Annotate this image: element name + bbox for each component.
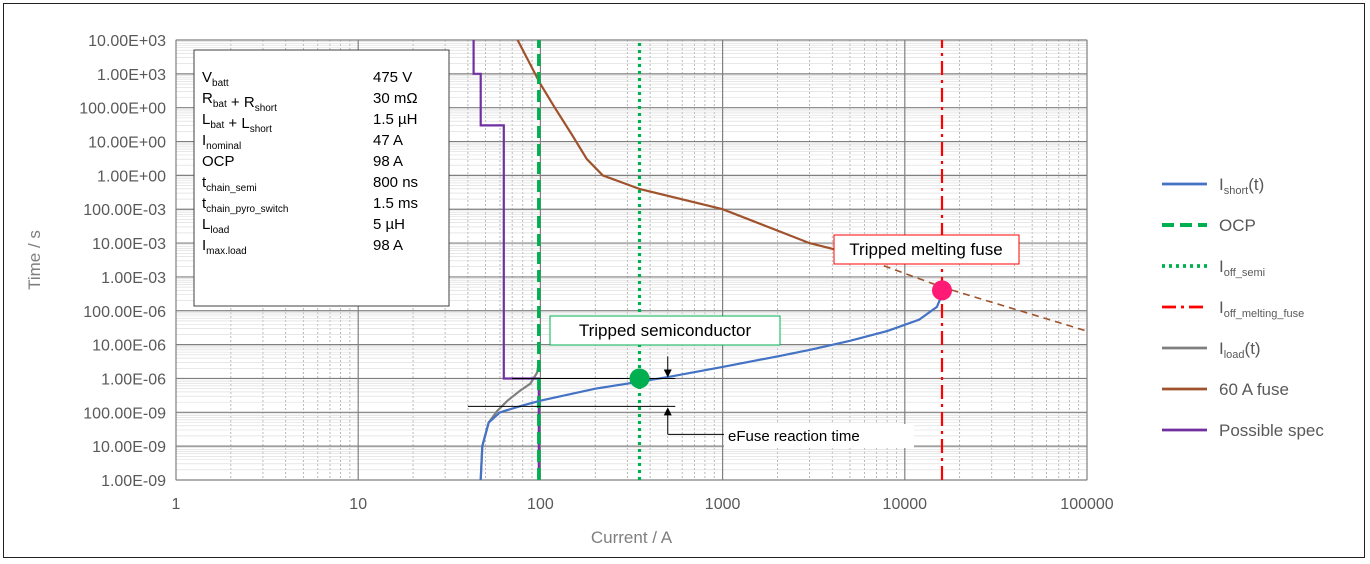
reaction-arrowhead [663,407,672,416]
parameter-name: Rbat + Rshort [202,90,277,114]
y-tick-label: 100.00E+00 [79,101,166,118]
legend-label: Ioff_semi [1219,257,1265,279]
legend-label: Ioff_melting_fuse [1219,298,1304,320]
chart-frame: 1 10 100 1000 10000 100000 1.00E-09 10.00E-09 10… [3,3,1365,558]
parameter-value: 5 µH [373,216,405,233]
parameter-name: Inominal [202,132,241,152]
y-tick-label: 10.00E+00 [88,135,166,152]
parameter-value: 475 V [373,69,412,86]
parameter-name: OCP [202,153,235,170]
y-tick-label: 10.00E+03 [88,33,166,50]
annotation-label: Tripped melting fuse [849,240,1002,259]
fuse-characteristic-chart: 1 10 100 1000 10000 100000 1.00E-09 10.00E-09 10… [25,33,1324,547]
parameter-name: tchain_semi [202,174,257,194]
parameter-name: Vbatt [202,69,229,89]
legend-label: Iload(t) [1219,339,1261,361]
parameter-value: 98 A [373,237,403,254]
legend-label: 60 A fuse [1219,380,1289,399]
parameter-name: Imax.load [202,237,247,257]
parameter-box-frame [193,49,450,307]
x-tick-label: 1 [172,496,181,513]
y-tick-label: 1.00E-09 [101,473,166,490]
parameter-value: 30 mΩ [373,90,418,107]
x-tick-label: 1000 [705,496,741,513]
x-tick-label: 100000 [1060,496,1113,513]
parameter-box: Vbatt 475 V Rbat + Rshort 30 mΩ Lbat + Lshor… [193,49,450,307]
legend-label: OCP [1219,216,1256,235]
annotation-bg [724,424,914,448]
annotations: Tripped semiconductor Tripped melting fus… [549,234,1020,448]
y-tick-label: 10.00E-03 [92,236,166,253]
legend-label: Possible spec [1219,421,1324,440]
y-tick-label: 10.00E-09 [92,439,166,456]
marker-point [931,280,952,301]
annotation-box [833,234,1020,265]
y-tick-label: 1.00E+03 [97,67,166,84]
parameter-value: 1.5 µH [373,111,418,128]
parameter-value: 800 ns [373,174,418,191]
legend-label: Ishort(t) [1219,175,1264,197]
x-tick-label: 10 [349,496,367,513]
annotation-box [549,315,781,346]
annotation-label: eFuse reaction time [728,428,860,445]
y-tick-label: 100.00E-06 [83,304,166,321]
y-axis-label: Time / s [25,230,44,290]
reaction-arrowhead [663,369,672,378]
x-axis-label: Current / A [591,528,673,547]
x-tick-label: 100 [527,496,554,513]
series-line [516,39,851,255]
parameter-name: Lload [202,216,229,236]
parameter-value: 47 A [373,132,403,149]
y-tick-label: 10.00E-06 [92,338,166,355]
y-tick-label: 100.00E-03 [83,202,166,219]
y-tick-label: 1.00E+00 [97,168,166,185]
marker-point [629,368,650,389]
x-tick-label: 10000 [883,496,928,513]
axis-ticks: 1 10 100 1000 10000 100000 1.00E-09 10.00E-09 10… [79,33,1114,513]
parameter-value: 98 A [373,153,403,170]
legend: Ishort(t) OCP Ioff_semi Ioff_melting_fuse Il… [1162,175,1324,440]
parameter-value: 1.5 ms [373,195,418,212]
y-tick-label: 1.00E-06 [101,371,166,388]
parameter-name: tchain_pyro_switch [202,195,288,215]
y-tick-label: 1.00E-03 [101,270,166,287]
annotation-label: Tripped semiconductor [579,321,752,340]
parameter-name: Lbat + Lshort [202,111,272,135]
y-tick-label: 100.00E-09 [83,405,166,422]
